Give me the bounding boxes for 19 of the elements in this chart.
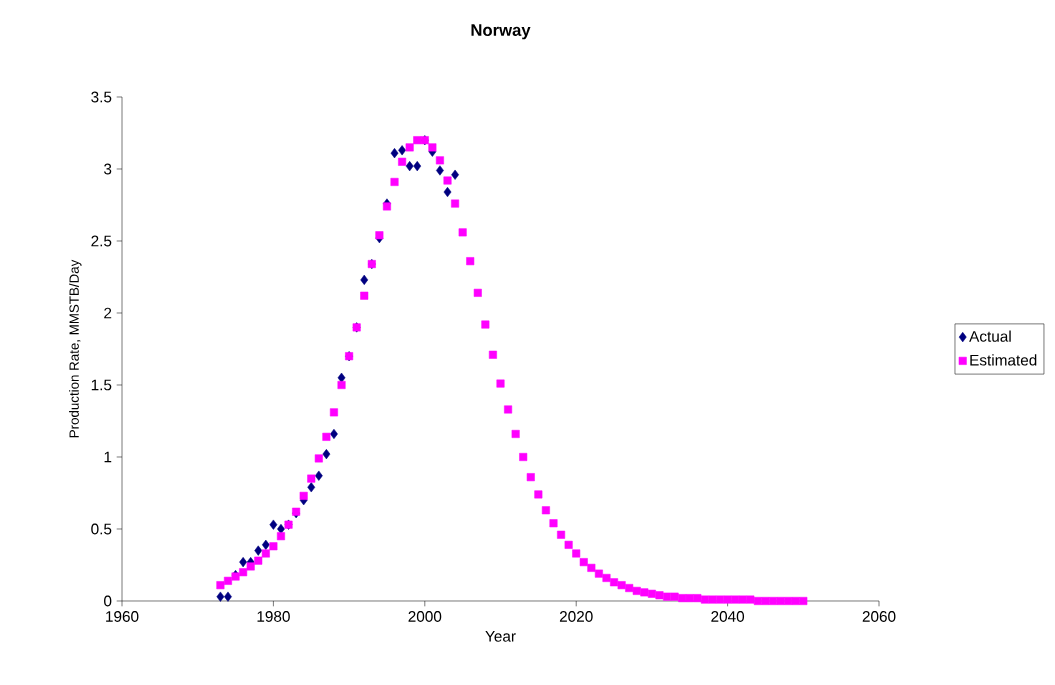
legend-label: Actual: [969, 330, 1011, 342]
y-tick-label: 1: [104, 451, 112, 463]
x-tick-label: 2000: [408, 611, 442, 622]
legend-label: Estimated: [970, 354, 1037, 366]
x-tick-label: 2020: [559, 611, 593, 622]
x-axis-title: Year: [485, 631, 516, 642]
y-tick-label: 2: [104, 307, 112, 319]
x-tick-label: 2040: [711, 611, 745, 622]
y-axis-title: Production Rate, MMSTB/Day: [69, 259, 82, 438]
y-tick-label: 0.5: [91, 523, 112, 535]
y-tick-label: 3.5: [91, 91, 112, 103]
y-tick-label: 0: [104, 595, 112, 607]
chart-title: Norway: [471, 24, 531, 40]
x-tick-label: 2060: [862, 611, 896, 622]
y-tick-label: 1.5: [91, 379, 112, 391]
x-tick-label: 1960: [106, 611, 139, 622]
y-tick-label: 2.5: [91, 235, 112, 247]
x-tick-label: 1980: [257, 611, 290, 622]
y-tick-label: 3: [104, 163, 112, 175]
